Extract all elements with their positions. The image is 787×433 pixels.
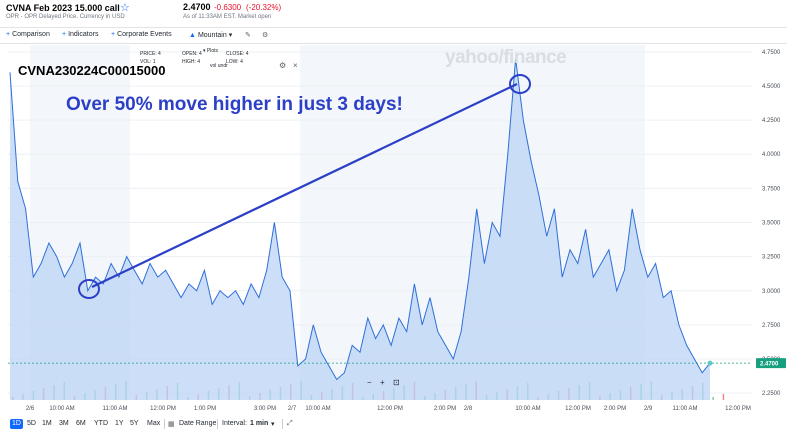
range-5y[interactable]: 5Y (130, 420, 139, 427)
plus-icon: + (111, 31, 116, 38)
comparison-button[interactable]: + Comparison (6, 31, 50, 38)
chevron-down-icon: ▾ (203, 48, 206, 54)
comparison-label: Comparison (12, 31, 50, 38)
chevron-down-icon[interactable]: ▾ (271, 421, 275, 428)
legend-price: PRICE: 4 (140, 51, 161, 57)
calendar-icon[interactable]: ▦ (168, 421, 175, 428)
interval-value[interactable]: 1 min (250, 420, 269, 427)
plots-legend[interactable]: ▾ Plots (203, 48, 218, 54)
legend-vol: VOL: 1 (140, 59, 156, 65)
y-tick-label: 2.2500 (762, 391, 781, 397)
gear-icon[interactable]: ⚙ (279, 61, 287, 70)
settings-icon[interactable]: ⚙ (262, 32, 269, 39)
high-point-circle (509, 74, 531, 94)
plus-icon: + (6, 31, 11, 38)
range-3m[interactable]: 3M (59, 420, 69, 427)
last-price: 2.4700 (183, 2, 211, 12)
price-change-percent: (-20.32%) (246, 3, 282, 12)
close-icon[interactable]: × (293, 61, 298, 70)
legend-low: LOW: 4 (226, 59, 243, 65)
x-tick-label: 10:00 AM (515, 406, 540, 412)
corporate-events-button[interactable]: + Corporate Events (111, 31, 172, 38)
quote-header: CVNA Feb 2023 15.000 call ☆ OPR - OPR De… (0, 0, 787, 26)
interval-label: Interval: (222, 420, 247, 427)
x-tick-label: 2/6 (26, 406, 35, 412)
divider (282, 419, 283, 429)
last-price-badge (756, 358, 786, 369)
range-ytd[interactable]: YTD (94, 420, 108, 427)
x-tick-label: 10:00 AM (49, 406, 74, 412)
low-point-circle (78, 279, 100, 299)
star-icon[interactable]: ☆ (120, 2, 130, 14)
price-change: -0.6300 (214, 3, 242, 12)
contract-symbol-label: CVNA230224C00015000 (18, 63, 166, 78)
range-1y[interactable]: 1Y (115, 420, 124, 427)
annotation-text: Over 50% move higher in just 3 days! (66, 94, 403, 115)
x-tick-label: 2/8 (464, 406, 473, 412)
price-area (10, 58, 710, 400)
x-tick-label: 3:00 PM (254, 406, 276, 412)
x-tick-label: 2:00 PM (604, 406, 626, 412)
volume-underlying-legend: vol undr (210, 63, 228, 69)
indicators-button[interactable]: + Indicators (62, 31, 98, 38)
x-tick-label: 10:00 AM (305, 406, 330, 412)
x-tick-label: 2/9 (644, 406, 653, 412)
x-tick-label: 2/7 (288, 406, 297, 412)
draw-pencil-icon[interactable]: ✎ (245, 32, 251, 39)
y-tick-label: 4.2500 (762, 118, 781, 124)
as-of-timestamp: As of 11:33AM EST. Market open (183, 14, 272, 20)
x-tick-label: 12:00 PM (377, 406, 403, 412)
chart-toolbar: + Comparison + Indicators + Corporate Event… (0, 27, 787, 44)
x-tick-label: 12:00 PM (725, 406, 751, 412)
chart-style-label: Mountain (197, 32, 227, 39)
y-tick-label: 2.7500 (762, 323, 781, 329)
trend-annotation-line (91, 83, 518, 288)
divider (217, 419, 218, 429)
y-tick-label: 4.5000 (762, 84, 781, 90)
zoom-in-button[interactable]: + (380, 378, 385, 387)
range-1d[interactable]: 1D (10, 419, 23, 429)
plus-icon: + (62, 31, 67, 38)
x-tick-label: 1:00 PM (194, 406, 216, 412)
mountain-icon: ▲ (189, 32, 196, 39)
date-range-button[interactable]: Date Range (179, 420, 217, 427)
zoom-out-button[interactable]: − (367, 378, 372, 387)
price-chart[interactable]: 4.7500 4.5000 4.2500 4.0000 3.7500 3.5000 3.25… (0, 45, 787, 412)
y-tick-label: 3.5000 (762, 221, 781, 227)
indicators-label: Indicators (68, 31, 99, 38)
volume-bar (712, 397, 714, 400)
x-tick-label: 12:00 PM (150, 406, 176, 412)
zoom-fit-button[interactable]: ⊡ (393, 378, 400, 387)
range-selector: 1D 5D 1M 3M 6M YTD 1Y 5Y Max ▦ Date Rang… (0, 417, 787, 433)
x-tick-label: 2:00 PM (434, 406, 456, 412)
chart-style-dropdown[interactable]: ▲ Mountain ▾ (189, 31, 232, 39)
volume-bar (722, 394, 725, 400)
legend-open: OPEN: 4 (182, 51, 202, 57)
range-1m[interactable]: 1M (42, 420, 52, 427)
fullscreen-icon[interactable]: ⤢ (287, 420, 293, 427)
plots-label: Plots (206, 48, 219, 54)
range-max[interactable]: Max (147, 420, 161, 427)
range-6m[interactable]: 6M (76, 420, 86, 427)
corporate-events-label: Corporate Events (117, 31, 172, 38)
price-line (9, 58, 711, 381)
legend-high: HIGH: 4 (182, 59, 201, 65)
y-tick-label: 3.0000 (762, 289, 781, 295)
last-price-marker (707, 360, 713, 366)
watermark-logo: yahoo/finance (445, 47, 567, 68)
y-tick-label: 3.7500 (762, 186, 781, 192)
x-tick-label: 12:00 PM (565, 406, 591, 412)
legend-close: CLOSE: 4 (226, 51, 249, 57)
option-title: CVNA Feb 2023 15.000 call (6, 3, 120, 13)
x-tick-label: 11:00 AM (673, 406, 698, 412)
range-5d[interactable]: 5D (27, 420, 36, 427)
x-tick-label: 11:00 AM (103, 406, 128, 412)
quote-source: OPR - OPR Delayed Price. Currency in USD (6, 14, 125, 20)
divider (164, 419, 165, 429)
y-tick-label: 4.7500 (762, 50, 781, 56)
y-tick-label: 3.2500 (762, 255, 781, 261)
chevron-down-icon: ▾ (228, 32, 233, 39)
last-price-badge-label: 2.4700 (760, 362, 779, 368)
y-tick-label: 4.0000 (762, 152, 781, 158)
